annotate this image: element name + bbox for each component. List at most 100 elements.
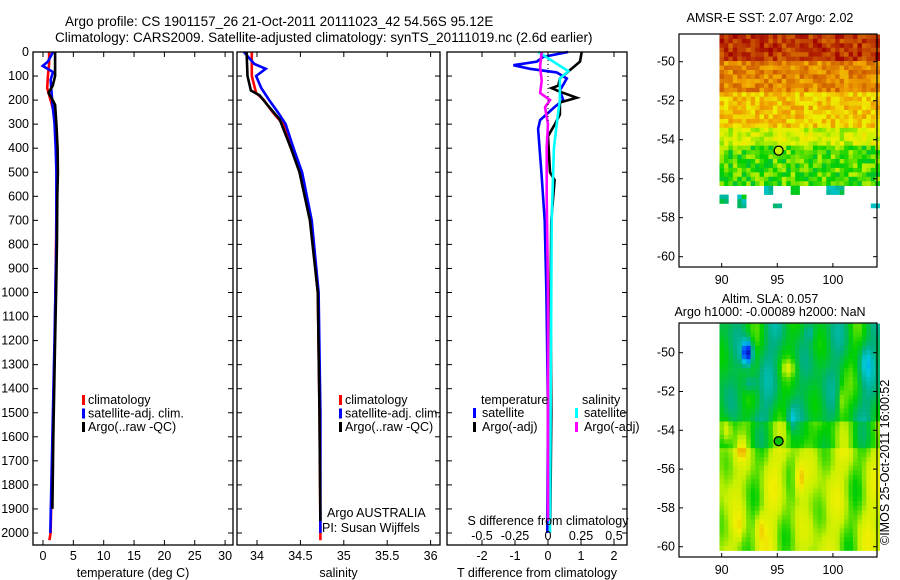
map-cell bbox=[835, 448, 840, 453]
map-cell bbox=[866, 34, 872, 40]
x-tick-label: 36 bbox=[424, 549, 438, 563]
map-cell bbox=[781, 368, 787, 373]
map-cell bbox=[848, 514, 854, 520]
s-satellite-legend-marker bbox=[575, 408, 578, 418]
map-cell bbox=[795, 74, 800, 80]
map-cell bbox=[830, 114, 836, 120]
map-cell bbox=[870, 399, 876, 404]
map-cell bbox=[795, 381, 800, 387]
map-cell bbox=[848, 354, 854, 360]
map-cell bbox=[781, 546, 787, 551]
map-cell bbox=[781, 425, 787, 431]
map-cell bbox=[799, 461, 805, 467]
map-cell bbox=[870, 56, 876, 62]
map-cell bbox=[839, 34, 845, 40]
map-cell bbox=[799, 132, 805, 138]
map-cell bbox=[835, 127, 840, 133]
map-cell bbox=[848, 332, 854, 338]
map-cell bbox=[728, 399, 734, 404]
map-cell bbox=[723, 336, 729, 342]
map-cell bbox=[777, 452, 783, 458]
map-cell bbox=[804, 132, 809, 138]
map-cell bbox=[848, 381, 854, 387]
map-cell bbox=[848, 408, 854, 413]
map-cell bbox=[835, 514, 840, 520]
map-cell bbox=[737, 354, 743, 360]
map-cell bbox=[755, 78, 760, 84]
map-cell bbox=[790, 118, 796, 124]
map-cell bbox=[759, 363, 765, 369]
map-cell bbox=[750, 523, 756, 529]
map-cell bbox=[786, 332, 791, 338]
map-cell bbox=[768, 123, 774, 129]
depth-tick-label: 1400 bbox=[1, 382, 29, 396]
map-cell bbox=[719, 87, 725, 93]
map-cell bbox=[728, 336, 734, 342]
map-cell bbox=[861, 470, 867, 476]
map-cell bbox=[812, 479, 818, 485]
map-cell bbox=[844, 523, 849, 529]
map-cell bbox=[746, 523, 751, 529]
map-cell bbox=[719, 141, 725, 146]
map-cell bbox=[732, 421, 738, 427]
map-cell bbox=[763, 506, 769, 511]
map-cell bbox=[781, 421, 787, 427]
map-cell bbox=[781, 408, 787, 413]
map-cell bbox=[866, 87, 872, 93]
map-cell bbox=[844, 341, 849, 347]
map-cell bbox=[848, 118, 854, 124]
map-cell bbox=[857, 461, 863, 467]
map-cell bbox=[719, 114, 725, 120]
map-cell bbox=[790, 190, 796, 195]
map-cell bbox=[812, 372, 818, 378]
map-cell bbox=[763, 510, 769, 516]
map-cell bbox=[759, 332, 765, 338]
map-cell bbox=[759, 110, 765, 115]
map-cell bbox=[861, 523, 867, 529]
map-cell bbox=[839, 38, 845, 44]
map-cell bbox=[763, 34, 769, 40]
map-cell bbox=[875, 34, 880, 40]
map-cell bbox=[830, 74, 836, 80]
sla-map-subtitle: Argo h1000: -0.00089 h2000: NaN bbox=[674, 305, 865, 319]
map-cell bbox=[808, 417, 814, 422]
map-cell bbox=[804, 368, 809, 373]
map-cell bbox=[728, 354, 734, 360]
map-cell bbox=[795, 167, 800, 173]
map-cell bbox=[830, 359, 836, 364]
map-cell bbox=[795, 328, 800, 333]
map-cell bbox=[821, 92, 827, 97]
map-cell bbox=[852, 105, 858, 111]
map-cell bbox=[741, 336, 747, 342]
map-cell bbox=[777, 172, 783, 178]
map-cell bbox=[808, 172, 814, 178]
map-cell bbox=[772, 154, 778, 160]
map-cell bbox=[821, 34, 827, 40]
map-cell bbox=[719, 390, 725, 396]
map-cell bbox=[852, 181, 858, 186]
map-cell bbox=[790, 78, 796, 84]
map-cell bbox=[732, 443, 738, 449]
map-cell bbox=[728, 78, 734, 84]
x-tick-label: 15 bbox=[127, 549, 141, 563]
map-cell bbox=[768, 461, 774, 467]
map-cell bbox=[857, 470, 863, 476]
map-cell bbox=[821, 434, 827, 440]
map-cell bbox=[741, 345, 747, 351]
lat-tick-label: -56 bbox=[657, 462, 675, 476]
map-cell bbox=[777, 345, 783, 351]
map-cell bbox=[830, 43, 836, 49]
map-cell bbox=[777, 323, 783, 329]
map-cell bbox=[728, 61, 734, 66]
map-cell bbox=[844, 492, 849, 498]
map-cell bbox=[737, 377, 743, 382]
map-cell bbox=[786, 408, 791, 413]
map-cell bbox=[723, 537, 729, 542]
map-cell bbox=[848, 421, 854, 427]
map-cell bbox=[799, 167, 805, 173]
map-cell bbox=[777, 163, 783, 169]
map-cell bbox=[804, 510, 809, 516]
map-cell bbox=[737, 537, 743, 542]
map-cell bbox=[786, 359, 791, 364]
map-cell bbox=[790, 510, 796, 516]
